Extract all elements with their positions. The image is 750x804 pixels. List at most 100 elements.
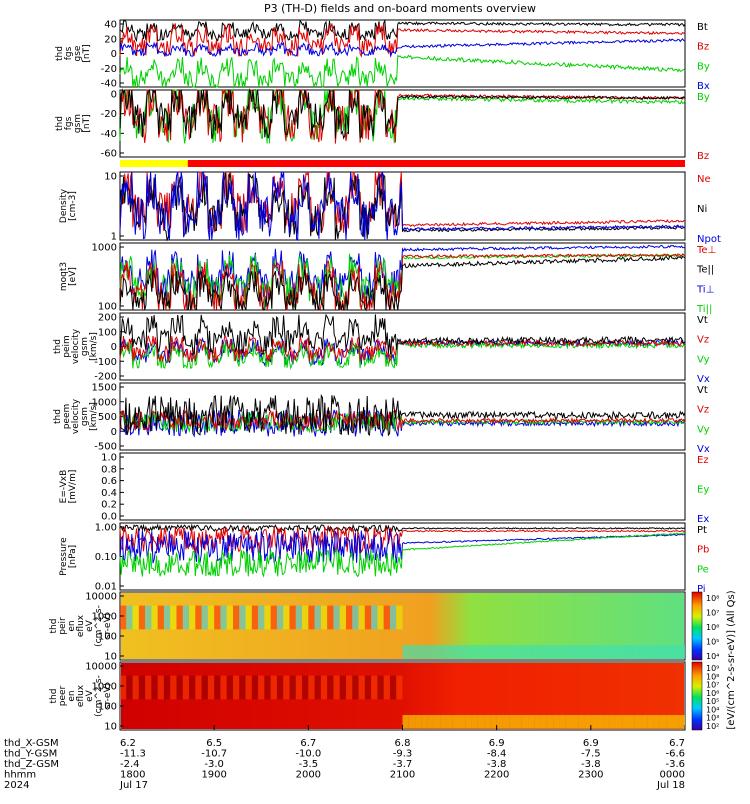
spectrogram-band: [163, 605, 171, 630]
legend-entry: Pb: [697, 545, 709, 556]
x-tick-label: 1800: [120, 770, 145, 781]
series-line-fgs-gse-blue: [119, 38, 686, 58]
y-axis-label: thd: [49, 619, 59, 634]
spectrogram-band: [509, 715, 516, 729]
y-axis-label: [km/s]: [89, 402, 99, 431]
legend-entry: Npot: [697, 234, 721, 245]
spectrogram-band: [371, 675, 378, 700]
series-line-peim-velocity-red: [119, 335, 686, 364]
spectrogram-band: [408, 645, 416, 659]
spectrogram-band: [446, 645, 453, 659]
spectrogram-band: [515, 715, 522, 729]
spectrogram-band: [622, 715, 629, 729]
y-tick-label: 0.0: [101, 512, 117, 523]
y-tick-label: 0.4: [101, 488, 117, 499]
spectrogram-band: [484, 715, 491, 729]
colorbar-tick-label: 10⁴: [706, 705, 719, 714]
y-axis-label: gse: [73, 45, 83, 61]
spectrogram-band: [220, 605, 227, 630]
legend-entry: Ez: [697, 455, 709, 466]
spectrogram-band: [276, 675, 284, 700]
spectrogram-band: [415, 645, 422, 659]
spectrogram-band: [389, 675, 397, 700]
y-tick-label: -40: [101, 79, 117, 90]
spectrogram-band: [214, 605, 221, 630]
spectrogram-band: [509, 645, 516, 659]
spectrogram-band: [320, 605, 328, 630]
spectrogram-band: [126, 675, 133, 700]
spectrogram-band: [609, 715, 616, 729]
y-tick-label: 0: [111, 427, 117, 438]
legend-entry: Ni: [697, 204, 707, 215]
spectrogram-band: [653, 715, 660, 729]
colorbar-tick-label: 10²: [706, 722, 719, 731]
spectrogram-band: [534, 645, 541, 659]
y-axis-label: fgs: [64, 46, 74, 60]
y-tick-label: 0.10: [95, 552, 117, 563]
y-tick-label: 10: [104, 722, 117, 733]
panel-pressure: 1.00 0.10 0.01 Pressure [nPa] Pt Pb Pe Pi: [59, 522, 709, 595]
spectrogram-band: [132, 605, 139, 630]
spectrogram-band: [245, 675, 252, 700]
spectrogram-band: [264, 675, 271, 700]
panel-frame: [119, 171, 686, 241]
spectrogram-band: [452, 645, 459, 659]
panel-fgs-gse: 40 20 0 -20 -40 thd fgs gse [nT] Bt Bz By Bx: [55, 19, 710, 92]
legend-entry: Vx: [697, 374, 710, 385]
y-axis-label: (cm^2-s-: [94, 605, 104, 647]
spectrogram-band: [590, 645, 598, 659]
spectrogram-band: [402, 645, 409, 659]
spectrogram-band: [546, 715, 554, 729]
x-tick-label: -3.8: [487, 759, 507, 770]
y-axis-label: Density: [59, 188, 69, 223]
spectrogram-band: [597, 715, 604, 729]
spectrogram-band: [170, 605, 177, 630]
x-axis-row-label: 2024: [4, 780, 29, 791]
spectrogram-band: [270, 675, 277, 700]
y-tick-label: 1000: [92, 612, 117, 623]
spectrogram-band: [201, 605, 208, 630]
series-line-temperature-black: [119, 255, 686, 312]
spectrogram-band: [346, 605, 353, 630]
y-axis-label: E=-VxB: [59, 470, 69, 504]
spectrogram-band: [352, 675, 359, 700]
spectrogram-band: [182, 605, 190, 630]
y-tick-label: 10: [104, 172, 117, 183]
spectrogram-band: [578, 645, 585, 659]
x-tick-label: -3.8: [581, 759, 601, 770]
spectrogram-band: [565, 645, 572, 659]
y-axis-label: thd: [49, 689, 59, 704]
spectrogram-band: [584, 645, 591, 659]
spectrogram-band: [440, 715, 447, 729]
spectrogram-band: [502, 645, 510, 659]
spectrogram-band: [289, 605, 296, 630]
spectrogram-band: [207, 605, 215, 630]
series-line-pressure-green: [119, 532, 686, 578]
y-axis-label: thd: [53, 339, 63, 354]
x-axis-row-label: thd_X-GSM: [4, 738, 59, 749]
y-tick-label: 1.0: [101, 453, 117, 464]
spectrogram-band: [452, 715, 459, 729]
spectrogram-band: [245, 605, 252, 630]
spectrogram-band: [182, 675, 190, 700]
legend-entry: Vy: [697, 424, 710, 435]
legend-entry: Bt: [697, 22, 708, 33]
spectrogram-band: [521, 645, 529, 659]
x-axis-row-label: thd_Y-GSM: [4, 749, 57, 760]
spectrogram-band: [126, 605, 133, 630]
spectrogram-band: [226, 675, 233, 700]
y-axis-label: [eV]: [68, 267, 78, 286]
spectrogram-band: [239, 605, 246, 630]
series-line-peem-velocity-red: [119, 409, 686, 432]
y-tick-label: -60: [101, 149, 117, 160]
colorbar-tick-label: 10⁷: [706, 609, 719, 618]
colorbar-tick-label: 10⁴: [706, 652, 719, 661]
spectrogram-band: [333, 675, 340, 700]
y-tick-label: 10: [104, 652, 117, 663]
spectrogram-band: [270, 605, 277, 630]
x-tick-label: -3.6: [665, 759, 685, 770]
spectrogram-band: [477, 645, 485, 659]
spectrogram-band: [603, 645, 610, 659]
spectrogram-band: [151, 605, 158, 630]
y-tick-label: 0.6: [101, 476, 117, 487]
